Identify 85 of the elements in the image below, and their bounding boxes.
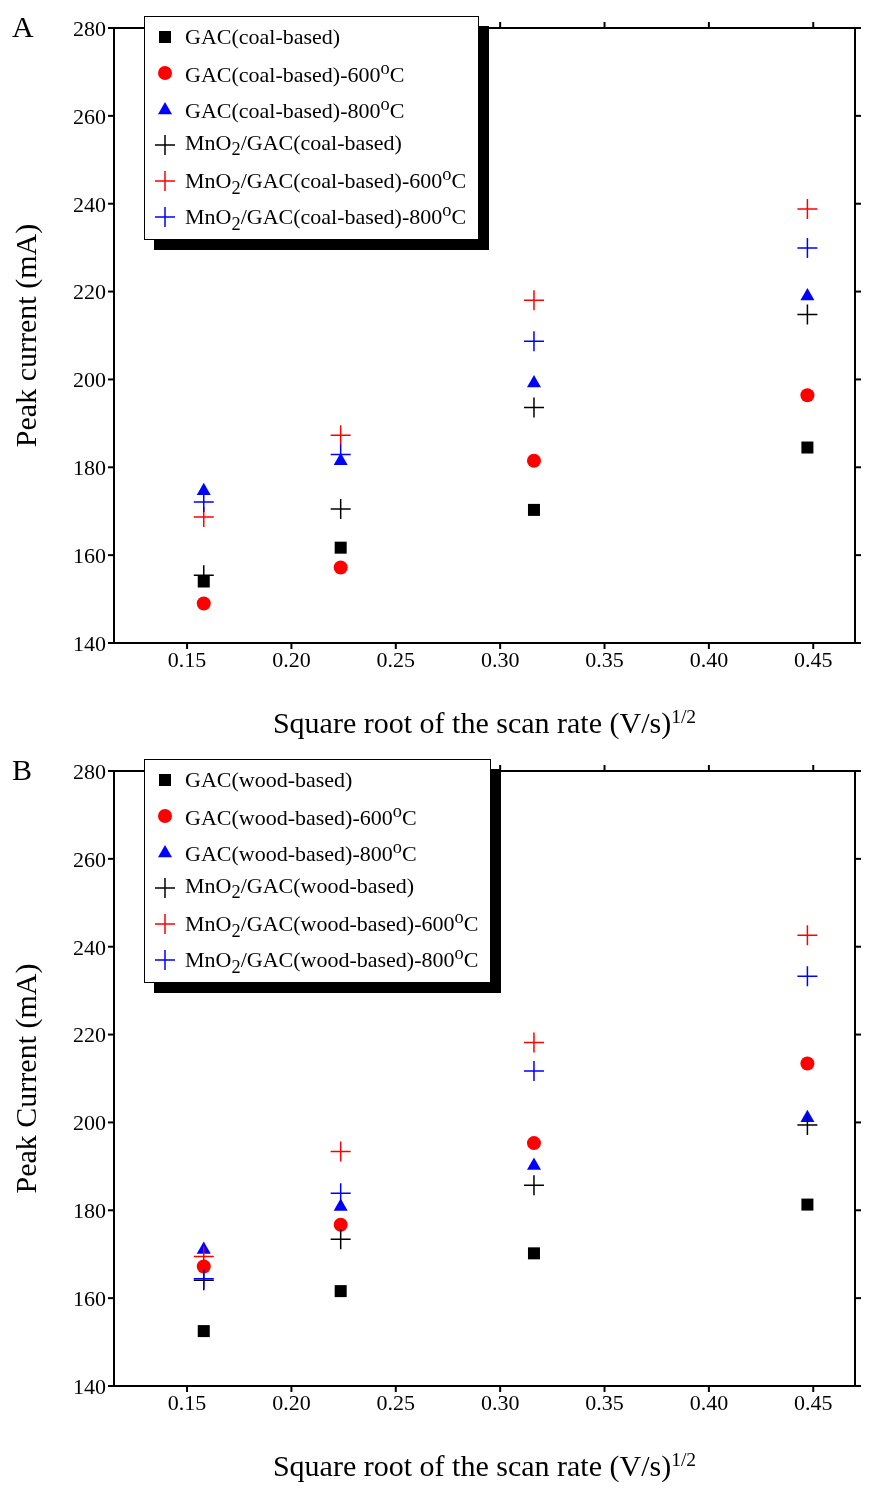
x-tick-label: 0.20 — [272, 646, 311, 672]
legend-label: MnO$_{2}$/GAC(coal-based)-800$^{o}$C — [185, 199, 467, 235]
x-tick-label: 0.25 — [376, 1389, 416, 1415]
y-tick-label: 260 — [73, 846, 106, 872]
point — [526, 1157, 541, 1170]
point — [333, 1198, 348, 1211]
text: A — [12, 10, 34, 44]
x-tick-label: 0.25 — [376, 646, 416, 672]
legend-label: GAC(coal-based)-600$^{o}$C — [185, 57, 405, 89]
x-axis-title: Square root of the scan rate (V/s)$^{1/2}$ — [272, 1448, 697, 1483]
y-axis-title: Peak current (mA) — [9, 223, 43, 448]
x-axis-title: Square root of the scan rate (V/s)$^{1/2}$ — [272, 705, 697, 740]
point — [800, 1109, 815, 1122]
point — [526, 375, 541, 388]
point — [523, 1060, 545, 1082]
point — [196, 596, 211, 611]
point — [523, 1031, 545, 1054]
legend-label: MnO$_{2}$/GAC(wood-based)-600$^{o}$C — [185, 906, 479, 942]
point — [801, 441, 814, 454]
text: B — [12, 753, 33, 787]
legend-label: GAC(coal-based) — [185, 24, 341, 50]
y-tick-label: 200 — [73, 1110, 106, 1136]
x-tick-label: 0.45 — [794, 1389, 833, 1415]
point — [196, 482, 211, 495]
x-tick-label: 0.45 — [794, 646, 833, 672]
legend-label: MnO$_{2}$/GAC(coal-based) — [185, 129, 402, 161]
x-tick-label: 0.30 — [480, 1389, 520, 1415]
point — [800, 288, 815, 301]
x-tick-label: 0.35 — [585, 646, 624, 672]
point — [526, 453, 541, 468]
point — [527, 1247, 540, 1260]
point — [523, 1174, 545, 1196]
point — [796, 303, 819, 326]
y-axis-title: Peak Current (mA) — [9, 963, 43, 1194]
point — [796, 198, 819, 220]
x-tick-label: 0.35 — [585, 1389, 624, 1415]
x-tick-label: 0.30 — [480, 646, 520, 672]
legend-label: MnO$_{2}$/GAC(coal-based)-600$^{o}$C — [185, 163, 467, 199]
point — [334, 541, 347, 554]
point — [523, 330, 545, 352]
y-tick-label: 220 — [73, 1022, 106, 1048]
point — [523, 289, 545, 312]
legend-label: MnO$_{2}$/GAC(wood-based) — [185, 872, 415, 904]
point — [801, 1198, 814, 1211]
point — [329, 1182, 352, 1204]
point — [796, 237, 819, 259]
point — [800, 1056, 815, 1071]
x-tick-label: 0.20 — [272, 1389, 311, 1415]
point — [329, 424, 352, 446]
point — [800, 388, 815, 403]
x-tick-label: 0.40 — [689, 1389, 729, 1415]
point — [329, 1228, 352, 1251]
y-tick-label: 200 — [73, 367, 106, 393]
point — [526, 1136, 541, 1151]
y-tick-label: 220 — [73, 279, 106, 305]
y-tick-label: 240 — [73, 934, 106, 960]
x-tick-label: 0.15 — [167, 1389, 207, 1415]
point — [796, 924, 819, 947]
y-tick-label: 140 — [73, 630, 106, 656]
y-tick-label: 180 — [73, 1198, 106, 1224]
point — [796, 965, 819, 987]
y-tick-label: 280 — [73, 15, 106, 41]
y-tick-label: 160 — [73, 1285, 106, 1311]
point — [329, 1140, 352, 1163]
y-tick-label: 240 — [73, 191, 106, 217]
point — [334, 1285, 347, 1298]
y-tick-label: 260 — [73, 103, 106, 129]
legend-label: MnO$_{2}$/GAC(wood-based)-800$^{o}$C — [185, 942, 479, 978]
legend-label: GAC(wood-based) — [185, 767, 353, 793]
point — [523, 396, 545, 419]
point — [333, 560, 348, 575]
y-tick-label: 280 — [73, 758, 106, 784]
legend-label: GAC(wood-based)-600$^{o}$C — [185, 800, 417, 832]
point — [329, 498, 352, 520]
legend-label: GAC(coal-based)-800$^{o}$C — [185, 93, 405, 125]
x-tick-label: 0.15 — [167, 646, 207, 672]
point — [197, 1325, 210, 1338]
point — [333, 1217, 348, 1232]
point — [527, 503, 540, 516]
x-tick-label: 0.40 — [689, 646, 729, 672]
y-tick-label: 140 — [73, 1373, 106, 1399]
point — [796, 1114, 819, 1136]
y-tick-label: 160 — [73, 542, 106, 568]
y-tick-label: 180 — [73, 455, 106, 481]
legend-label: GAC(wood-based)-800$^{o}$C — [185, 836, 417, 868]
